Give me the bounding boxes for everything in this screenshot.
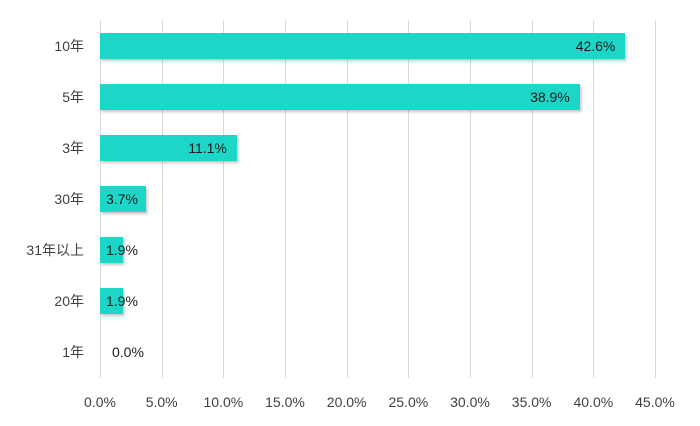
data-label: 3.7% bbox=[106, 191, 138, 207]
category-label: 20年 bbox=[54, 293, 84, 310]
bar-4 bbox=[100, 237, 124, 264]
x-tick-label: 5.0% bbox=[145, 394, 178, 410]
data-label: 1.9% bbox=[106, 242, 138, 259]
data-label: 42.6% bbox=[575, 37, 616, 54]
gridline bbox=[346, 20, 348, 378]
gridline bbox=[470, 20, 471, 378]
x-tick-label: 15.0% bbox=[265, 394, 305, 410]
gridline bbox=[593, 20, 595, 378]
gridline bbox=[285, 20, 286, 378]
x-tick-label: 30.0% bbox=[450, 394, 490, 410]
bar-2 bbox=[100, 134, 237, 161]
x-tick-label: 40.0% bbox=[573, 394, 614, 410]
x-tick-label: 20.0% bbox=[326, 394, 367, 410]
gridline bbox=[531, 20, 533, 378]
data-label: 0.0% bbox=[112, 344, 144, 361]
category-label: 30年 bbox=[54, 191, 84, 207]
bar-1 bbox=[100, 83, 580, 110]
x-tick-label: 35.0% bbox=[511, 394, 552, 410]
bar-3 bbox=[100, 186, 146, 212]
x-tick-label: 25.0% bbox=[388, 394, 429, 410]
bar-5 bbox=[100, 288, 124, 315]
x-tick-label: 45.0% bbox=[635, 394, 675, 410]
data-label: 1.9% bbox=[106, 293, 138, 310]
x-tick-label: 10.0% bbox=[203, 394, 244, 410]
gridline bbox=[161, 20, 163, 378]
data-label: 11.1% bbox=[188, 139, 227, 156]
category-label: 5年 bbox=[62, 88, 84, 105]
category-label: 10年 bbox=[54, 37, 84, 54]
x-tick-label: 0.0% bbox=[84, 394, 116, 410]
category-label: 3年 bbox=[62, 139, 84, 156]
gridline bbox=[223, 20, 225, 378]
data-label: 38.9% bbox=[530, 88, 570, 105]
bar-0 bbox=[100, 32, 626, 59]
category-label: 1年 bbox=[62, 344, 84, 361]
category-label: 31年以上 bbox=[26, 242, 84, 259]
gridline bbox=[408, 20, 410, 378]
gridline bbox=[655, 20, 656, 378]
